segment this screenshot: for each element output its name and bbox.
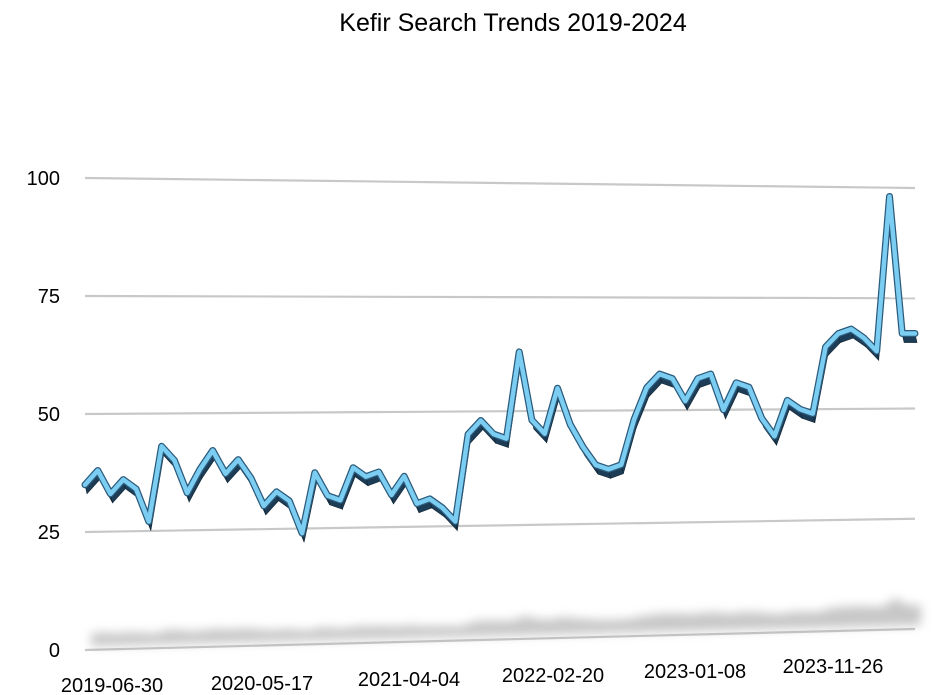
data-point	[377, 470, 380, 474]
y-tick-label: 100	[27, 168, 60, 190]
data-point	[249, 476, 253, 480]
gridline-100	[84, 176, 916, 190]
data-point	[517, 350, 521, 354]
data-point	[722, 408, 725, 411]
data-point	[811, 412, 815, 415]
data-point	[735, 381, 738, 385]
chart-title: Kefir Search Trends 2019-2024	[339, 9, 687, 37]
data-point	[211, 449, 214, 452]
data-point	[658, 372, 661, 376]
data-point	[262, 504, 265, 508]
data-point	[83, 483, 87, 486]
data-point	[594, 463, 597, 467]
data-point	[300, 531, 304, 535]
data-point	[147, 520, 151, 523]
data-point	[313, 471, 317, 474]
data-point	[351, 466, 355, 469]
data-point	[543, 432, 546, 435]
data-point	[620, 463, 623, 466]
x-tick-label: 2023-11-26	[783, 656, 884, 678]
data-point	[569, 423, 572, 426]
data-point	[696, 377, 700, 380]
data-point	[403, 475, 406, 478]
data-point	[288, 499, 291, 503]
data-point	[466, 433, 470, 436]
data-point	[849, 327, 853, 331]
data-point	[556, 386, 559, 390]
data-point	[786, 399, 789, 402]
y-axis-tick-labels: 0 25 50 75 100	[27, 168, 60, 662]
data-point	[134, 487, 138, 491]
data-point	[798, 408, 802, 411]
data-point	[160, 445, 163, 448]
data-point	[326, 494, 329, 497]
x-tick-label: 2021-04-04	[358, 669, 460, 691]
data-point	[185, 491, 189, 495]
data-point	[441, 506, 444, 510]
gridline-0	[84, 627, 916, 652]
data-point	[607, 468, 610, 471]
series-floor-shadow	[91, 598, 921, 646]
series-line-outline	[81, 193, 919, 537]
gridlines	[84, 176, 916, 652]
data-point	[339, 498, 342, 502]
x-tick-label: 2023-01-08	[644, 661, 746, 683]
x-tick-label: 2020-05-17	[211, 673, 313, 695]
data-point	[581, 445, 585, 449]
y-tick-label: 75	[38, 286, 60, 308]
gridline-25	[84, 517, 916, 534]
data-point	[747, 386, 751, 389]
data-point	[454, 520, 457, 523]
x-axis-tick-labels: 2019-06-30 2020-05-17 2021-04-04 2022-02-20…	[61, 656, 884, 695]
data-point	[109, 492, 112, 496]
data-point	[415, 502, 419, 505]
data-point	[645, 386, 649, 389]
data-point	[237, 458, 240, 461]
data-point	[364, 475, 368, 478]
data-point	[888, 195, 891, 198]
data-point	[428, 497, 431, 501]
data-point	[224, 472, 227, 475]
data-point	[875, 350, 878, 353]
x-tick-label: 2022-02-20	[502, 665, 604, 687]
data-point	[505, 437, 508, 440]
data-point	[862, 336, 866, 340]
data-point	[671, 377, 674, 380]
gridline-50	[84, 407, 916, 416]
data-point	[530, 418, 534, 422]
data-point	[173, 459, 176, 462]
series-line	[82, 194, 918, 536]
data-point	[96, 469, 99, 472]
data-point	[683, 399, 687, 403]
data-point	[837, 332, 840, 335]
data-point	[709, 372, 712, 376]
series-shadow	[91, 598, 921, 646]
data-point	[492, 432, 495, 436]
data-point	[913, 332, 917, 335]
data-point	[390, 493, 393, 497]
data-point	[275, 490, 278, 493]
data-point	[760, 417, 763, 420]
gridline-75	[84, 294, 916, 300]
x-tick-label: 2019-06-30	[61, 675, 163, 695]
y-tick-label: 25	[38, 522, 60, 544]
data-point	[824, 345, 827, 349]
data-point	[901, 332, 904, 335]
data-point	[122, 478, 125, 481]
data-point	[773, 435, 776, 438]
y-tick-label: 0	[49, 640, 60, 662]
data-point	[198, 468, 202, 471]
series-ribbon	[81, 193, 919, 543]
data-point	[632, 418, 636, 421]
y-tick-label: 50	[38, 404, 60, 426]
data-point	[479, 419, 483, 422]
